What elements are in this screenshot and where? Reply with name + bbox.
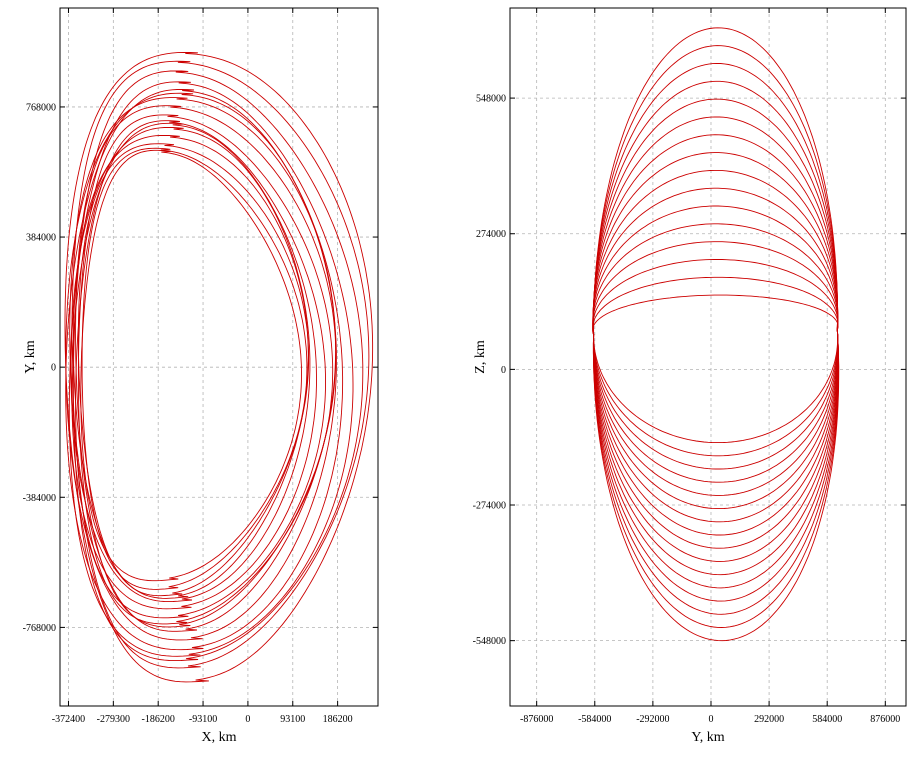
x-tick-label: -279300	[97, 714, 130, 725]
x-tick-label: 292000	[754, 714, 784, 725]
xy-x-axis-label: X, km	[202, 730, 237, 745]
xy-orbit	[64, 51, 374, 683]
y-tick-label: 548000	[476, 94, 506, 105]
yz-grid	[510, 8, 906, 706]
y-tick-label: 768000	[26, 102, 56, 113]
xy-orbit-loop	[70, 126, 311, 603]
xy-orbit-loop	[75, 105, 337, 628]
yz-orbit-loop	[592, 169, 839, 549]
xy-orbit-loop	[77, 143, 310, 597]
x-tick-label: -292000	[636, 714, 669, 725]
x-tick-label: -584000	[578, 714, 611, 725]
yz-panel: -876000 -584000 -292000 0 292000 584000 876000…	[473, 7, 907, 745]
x-tick-label: 876000	[870, 714, 900, 725]
yz-orbit-loop	[592, 294, 840, 642]
yz-orbit-loop	[593, 27, 839, 444]
xy-ticks: -372400 -279300 -186200 -93100 0 93100 186200 -…	[23, 8, 378, 725]
yz-orbit-loop	[592, 152, 839, 536]
xy-orbit-loop	[81, 147, 308, 590]
x-tick-label: -186200	[142, 714, 175, 725]
yz-orbit	[592, 27, 840, 642]
x-tick-label: -372400	[52, 714, 85, 725]
yz-y-axis-label: Z, km	[473, 340, 488, 374]
y-tick-label: -768000	[23, 623, 56, 634]
y-tick-label: 0	[501, 365, 506, 376]
xy-orbit-loop	[71, 122, 317, 610]
y-tick-label: 274000	[476, 229, 506, 240]
x-tick-label: 93100	[280, 714, 305, 725]
xy-orbit-loop	[71, 60, 370, 669]
yz-plot-frame	[509, 7, 907, 707]
xy-orbit-loop	[77, 114, 334, 625]
y-tick-label: -384000	[23, 493, 56, 504]
yz-ticks: -876000 -584000 -292000 0 292000 584000 876000…	[473, 8, 906, 725]
y-tick-label: 384000	[26, 233, 56, 244]
xy-panel: -372400 -279300 -186200 -93100 0 93100 186200 -…	[23, 7, 379, 745]
x-tick-label: 584000	[812, 714, 842, 725]
yz-orbit-loop	[592, 241, 839, 602]
yz-orbit-loop	[592, 98, 839, 496]
xy-orbit-loop	[80, 149, 302, 582]
xy-plot-frame	[59, 7, 379, 707]
xy-orbit-loop	[69, 97, 337, 632]
yz-orbit-loop	[593, 62, 839, 470]
yz-orbit-loop	[592, 80, 839, 483]
x-tick-label: 0	[245, 714, 250, 725]
yz-orbit-loop	[592, 205, 839, 576]
xy-orbit-loop	[75, 120, 326, 619]
x-tick-label: -93100	[189, 714, 217, 725]
y-tick-label: -548000	[473, 636, 506, 647]
yz-orbit-loop	[592, 134, 839, 523]
xy-y-axis-label: Y, km	[23, 340, 38, 373]
x-tick-label: -876000	[520, 714, 553, 725]
xy-orbit-loop	[68, 81, 354, 657]
yz-x-axis-label: Y, km	[691, 730, 724, 745]
x-tick-label: 186200	[323, 714, 353, 725]
xy-orbit-loop	[65, 92, 337, 641]
xy-orbit-loop	[72, 134, 309, 599]
y-tick-label: -274000	[473, 501, 506, 512]
y-tick-label: 0	[51, 363, 56, 374]
x-tick-label: 0	[708, 714, 713, 725]
